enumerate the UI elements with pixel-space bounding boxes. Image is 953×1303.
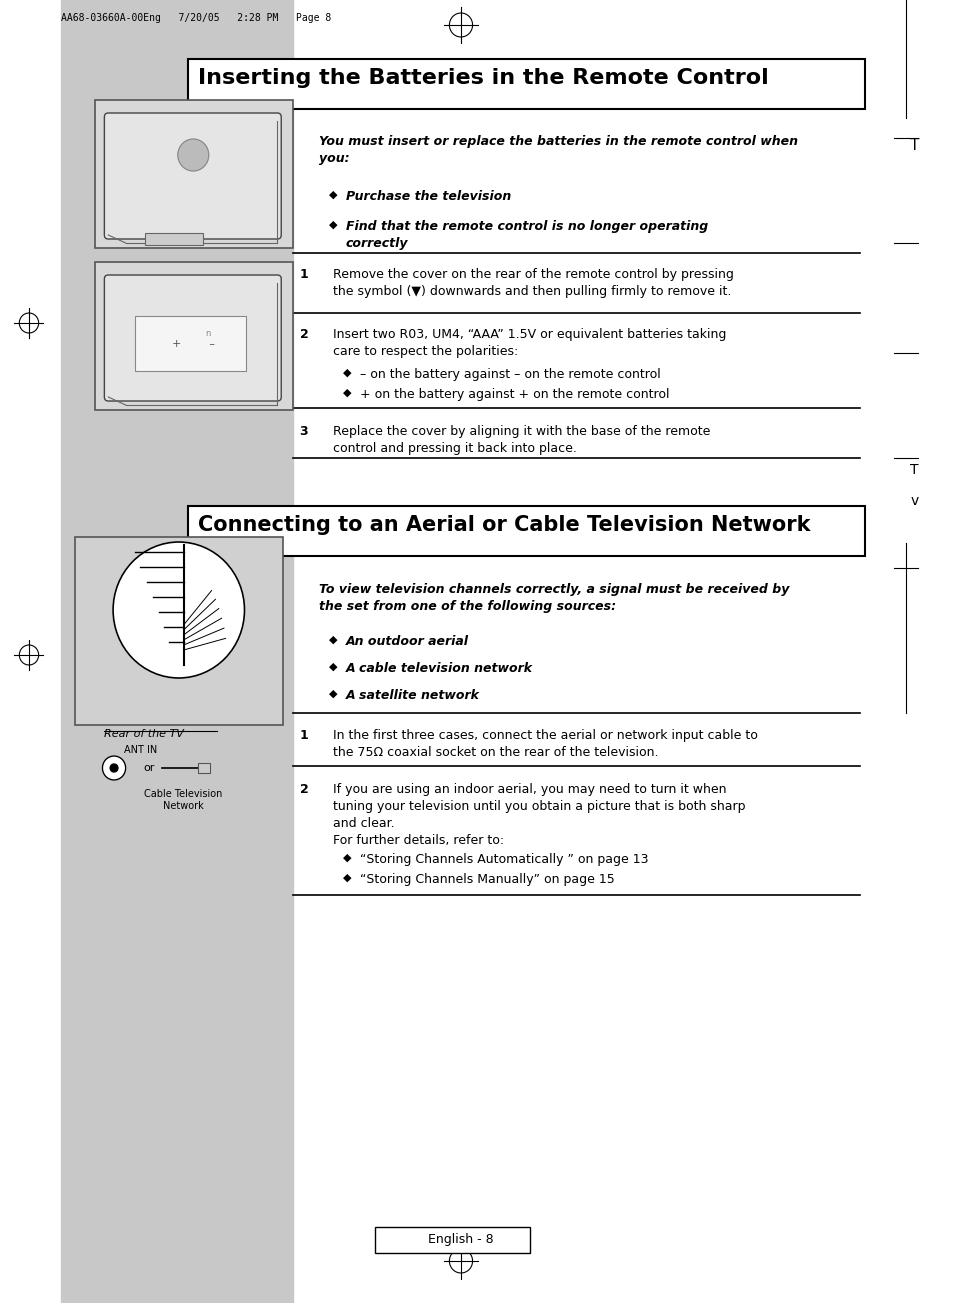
FancyBboxPatch shape bbox=[145, 233, 203, 245]
Text: ◆: ◆ bbox=[343, 388, 352, 397]
Text: Cable Television
Network: Cable Television Network bbox=[144, 790, 223, 812]
Text: Inserting the Batteries in the Remote Control: Inserting the Batteries in the Remote Co… bbox=[198, 68, 768, 89]
Text: “Storing Channels Manually” on page 15: “Storing Channels Manually” on page 15 bbox=[360, 873, 615, 886]
Text: A cable television network: A cable television network bbox=[346, 662, 533, 675]
Text: T
v: T v bbox=[909, 463, 918, 507]
Text: You must insert or replace the batteries in the remote control when
you:: You must insert or replace the batteries… bbox=[318, 136, 797, 165]
Text: T: T bbox=[909, 138, 919, 152]
Text: Replace the cover by aligning it with the base of the remote
control and pressin: Replace the cover by aligning it with th… bbox=[333, 425, 710, 455]
Text: 1: 1 bbox=[299, 728, 308, 741]
Text: 2: 2 bbox=[299, 328, 308, 341]
FancyBboxPatch shape bbox=[94, 262, 293, 410]
Text: 1: 1 bbox=[299, 268, 308, 281]
Text: Purchase the television: Purchase the television bbox=[346, 190, 511, 203]
FancyBboxPatch shape bbox=[94, 100, 293, 248]
FancyBboxPatch shape bbox=[104, 113, 281, 238]
Text: 3: 3 bbox=[299, 425, 308, 438]
Text: In the first three cases, connect the aerial or network input cable to
the 75Ω c: In the first three cases, connect the ae… bbox=[333, 728, 758, 760]
Text: ◆: ◆ bbox=[343, 853, 352, 863]
Text: Rear of the TV: Rear of the TV bbox=[104, 728, 184, 739]
Text: “Storing Channels Automatically ” on page 13: “Storing Channels Automatically ” on pag… bbox=[360, 853, 648, 866]
Text: AA68-03660A-00Eng   7/20/05   2:28 PM   Page 8: AA68-03660A-00Eng 7/20/05 2:28 PM Page 8 bbox=[61, 13, 331, 23]
Text: 2: 2 bbox=[299, 783, 308, 796]
Text: ◆: ◆ bbox=[343, 873, 352, 883]
Text: A satellite network: A satellite network bbox=[346, 689, 479, 702]
Text: Insert two R03, UM4, “AAA” 1.5V or equivalent batteries taking
care to respect t: Insert two R03, UM4, “AAA” 1.5V or equiv… bbox=[333, 328, 726, 358]
FancyBboxPatch shape bbox=[189, 506, 864, 556]
Bar bbox=[135, 317, 246, 371]
Text: + on the battery against + on the remote control: + on the battery against + on the remote… bbox=[360, 388, 669, 401]
Text: If you are using an indoor aerial, you may need to turn it when
tuning your tele: If you are using an indoor aerial, you m… bbox=[333, 783, 745, 847]
Text: Connecting to an Aerial or Cable Television Network: Connecting to an Aerial or Cable Televis… bbox=[198, 515, 810, 536]
Text: ◆: ◆ bbox=[328, 662, 336, 672]
Text: ANT IN: ANT IN bbox=[124, 745, 157, 754]
Text: – on the battery against – on the remote control: – on the battery against – on the remote… bbox=[360, 367, 660, 380]
FancyBboxPatch shape bbox=[189, 59, 864, 109]
Bar bbox=[198, 764, 210, 773]
Circle shape bbox=[177, 139, 209, 171]
Text: ◆: ◆ bbox=[328, 190, 336, 199]
Text: ◆: ◆ bbox=[328, 635, 336, 645]
Bar bbox=[61, 0, 293, 1303]
Text: ◆: ◆ bbox=[328, 220, 336, 231]
FancyBboxPatch shape bbox=[104, 275, 281, 401]
Text: ◆: ◆ bbox=[328, 689, 336, 698]
Circle shape bbox=[113, 542, 244, 678]
Text: +        –: + – bbox=[172, 339, 214, 349]
Text: Find that the remote control is no longer operating
correctly: Find that the remote control is no longe… bbox=[346, 220, 707, 250]
Text: Remove the cover on the rear of the remote control by pressing
the symbol (▼) do: Remove the cover on the rear of the remo… bbox=[333, 268, 734, 298]
Circle shape bbox=[102, 756, 126, 780]
Text: To view television channels correctly, a signal must be received by
the set from: To view television channels correctly, a… bbox=[318, 582, 788, 612]
FancyBboxPatch shape bbox=[75, 537, 283, 724]
Text: n: n bbox=[205, 328, 211, 337]
Text: or: or bbox=[143, 764, 154, 773]
Circle shape bbox=[110, 764, 118, 771]
Text: English - 8: English - 8 bbox=[428, 1234, 494, 1247]
FancyBboxPatch shape bbox=[375, 1227, 529, 1253]
Text: An outdoor aerial: An outdoor aerial bbox=[346, 635, 469, 648]
Text: ◆: ◆ bbox=[343, 367, 352, 378]
